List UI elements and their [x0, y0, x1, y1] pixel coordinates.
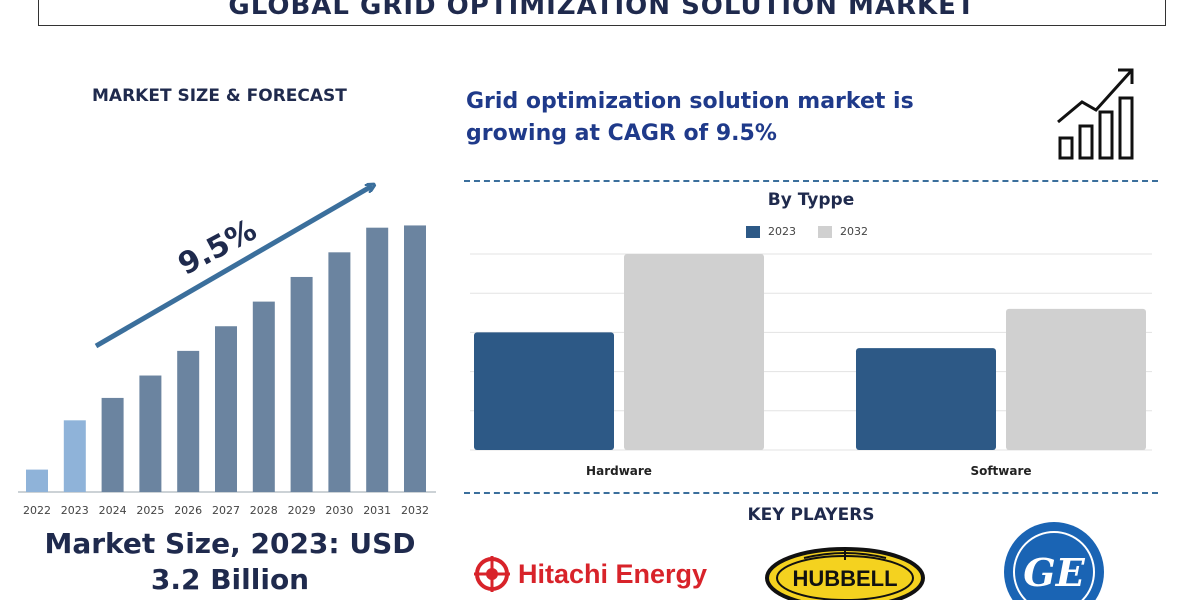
growth-tick-label: 2029 — [288, 504, 316, 517]
ge-monogram: GE — [1023, 550, 1085, 595]
legend-item-2023: 2023 — [746, 225, 796, 238]
legend-swatch-2023 — [746, 225, 760, 238]
legend-item-2032: 2032 — [818, 225, 868, 238]
growth-bar-2024 — [101, 397, 124, 492]
hubbell-name: HUBBELL — [792, 566, 897, 591]
type-chart-legend: 2023 2032 — [746, 225, 868, 238]
type-category-label: Software — [970, 464, 1031, 478]
growth-tick-label: 2023 — [61, 504, 89, 517]
growth-bar-2032 — [404, 225, 426, 492]
market-size-heading: MARKET SIZE & FORECAST — [92, 86, 347, 106]
headline-line-2: growing at CAGR of 9.5% — [466, 121, 777, 146]
growth-arrow — [94, 186, 372, 349]
market-size-line-1: Market Size, 2023: USD — [44, 527, 416, 560]
market-size-text: Market Size, 2023: USD 3.2 Billion — [20, 526, 440, 598]
growth-bar-2023 — [63, 420, 86, 492]
growth-bar-2026 — [177, 350, 200, 492]
growth-tick-label: 2030 — [325, 504, 353, 517]
type-bar-hardware-2032 — [624, 254, 764, 450]
hubbell-logo: HUBBELL — [765, 547, 925, 600]
growth-tick-label: 2031 — [363, 504, 391, 517]
growth-tick-label: 2025 — [136, 504, 164, 517]
growth-bar-2027 — [215, 326, 237, 492]
cagr-headline: Grid optimization solution market is gro… — [466, 86, 1006, 150]
market-size-line-2: 3.2 Billion — [150, 563, 310, 596]
headline-line-1: Grid optimization solution market is — [466, 89, 914, 114]
growth-bar-2031 — [366, 227, 389, 492]
type-bar-software-2032 — [1006, 308, 1146, 450]
type-bar-software-2023 — [856, 348, 996, 450]
legend-swatch-2032 — [818, 225, 832, 238]
type-bar-hardware-2023 — [474, 332, 614, 450]
growth-bar-chart-arrow-icon — [1057, 68, 1134, 160]
title-banner: GLOBAL GRID OPTIMIZATION SOLUTION MARKET — [38, 0, 1166, 26]
legend-label-2023: 2023 — [768, 225, 796, 238]
hitachi-energy-logo: Hitachi Energy — [474, 556, 707, 592]
type-category-label: Hardware — [586, 464, 652, 478]
page-title: GLOBAL GRID OPTIMIZATION SOLUTION MARKET — [228, 0, 976, 21]
cagr-annotation: 9.5% — [173, 213, 263, 283]
by-type-chart: Hardware Software — [470, 253, 1152, 478]
growth-tick-label: 2026 — [174, 504, 202, 517]
hitachi-energy-mark-icon — [474, 556, 510, 592]
growth-tick-label: 2022 — [23, 504, 51, 517]
growth-bar-2030 — [328, 252, 351, 492]
growth-bar-2028 — [252, 301, 275, 492]
divider-bottom — [464, 492, 1158, 494]
growth-tick-label: 2027 — [212, 504, 240, 517]
growth-bar-2025 — [139, 375, 162, 492]
growth-bar-2029 — [290, 276, 313, 492]
divider-top — [464, 180, 1158, 182]
growth-tick-label: 2028 — [250, 504, 278, 517]
growth-tick-label: 2032 — [401, 504, 429, 517]
legend-label-2032: 2032 — [840, 225, 868, 238]
hitachi-energy-name: Hitachi Energy — [518, 558, 708, 589]
market-growth-chart: 2022 2023 2024 2025 2026 2027 2028 2029 2030 2031… — [18, 160, 436, 517]
growth-tick-label: 2024 — [99, 504, 127, 517]
growth-bar-2022 — [26, 469, 48, 492]
type-chart-title: By Typpe — [767, 190, 855, 210]
key-players-heading: KEY PLAYERS — [747, 505, 875, 525]
ge-logo: GE — [1004, 522, 1104, 600]
